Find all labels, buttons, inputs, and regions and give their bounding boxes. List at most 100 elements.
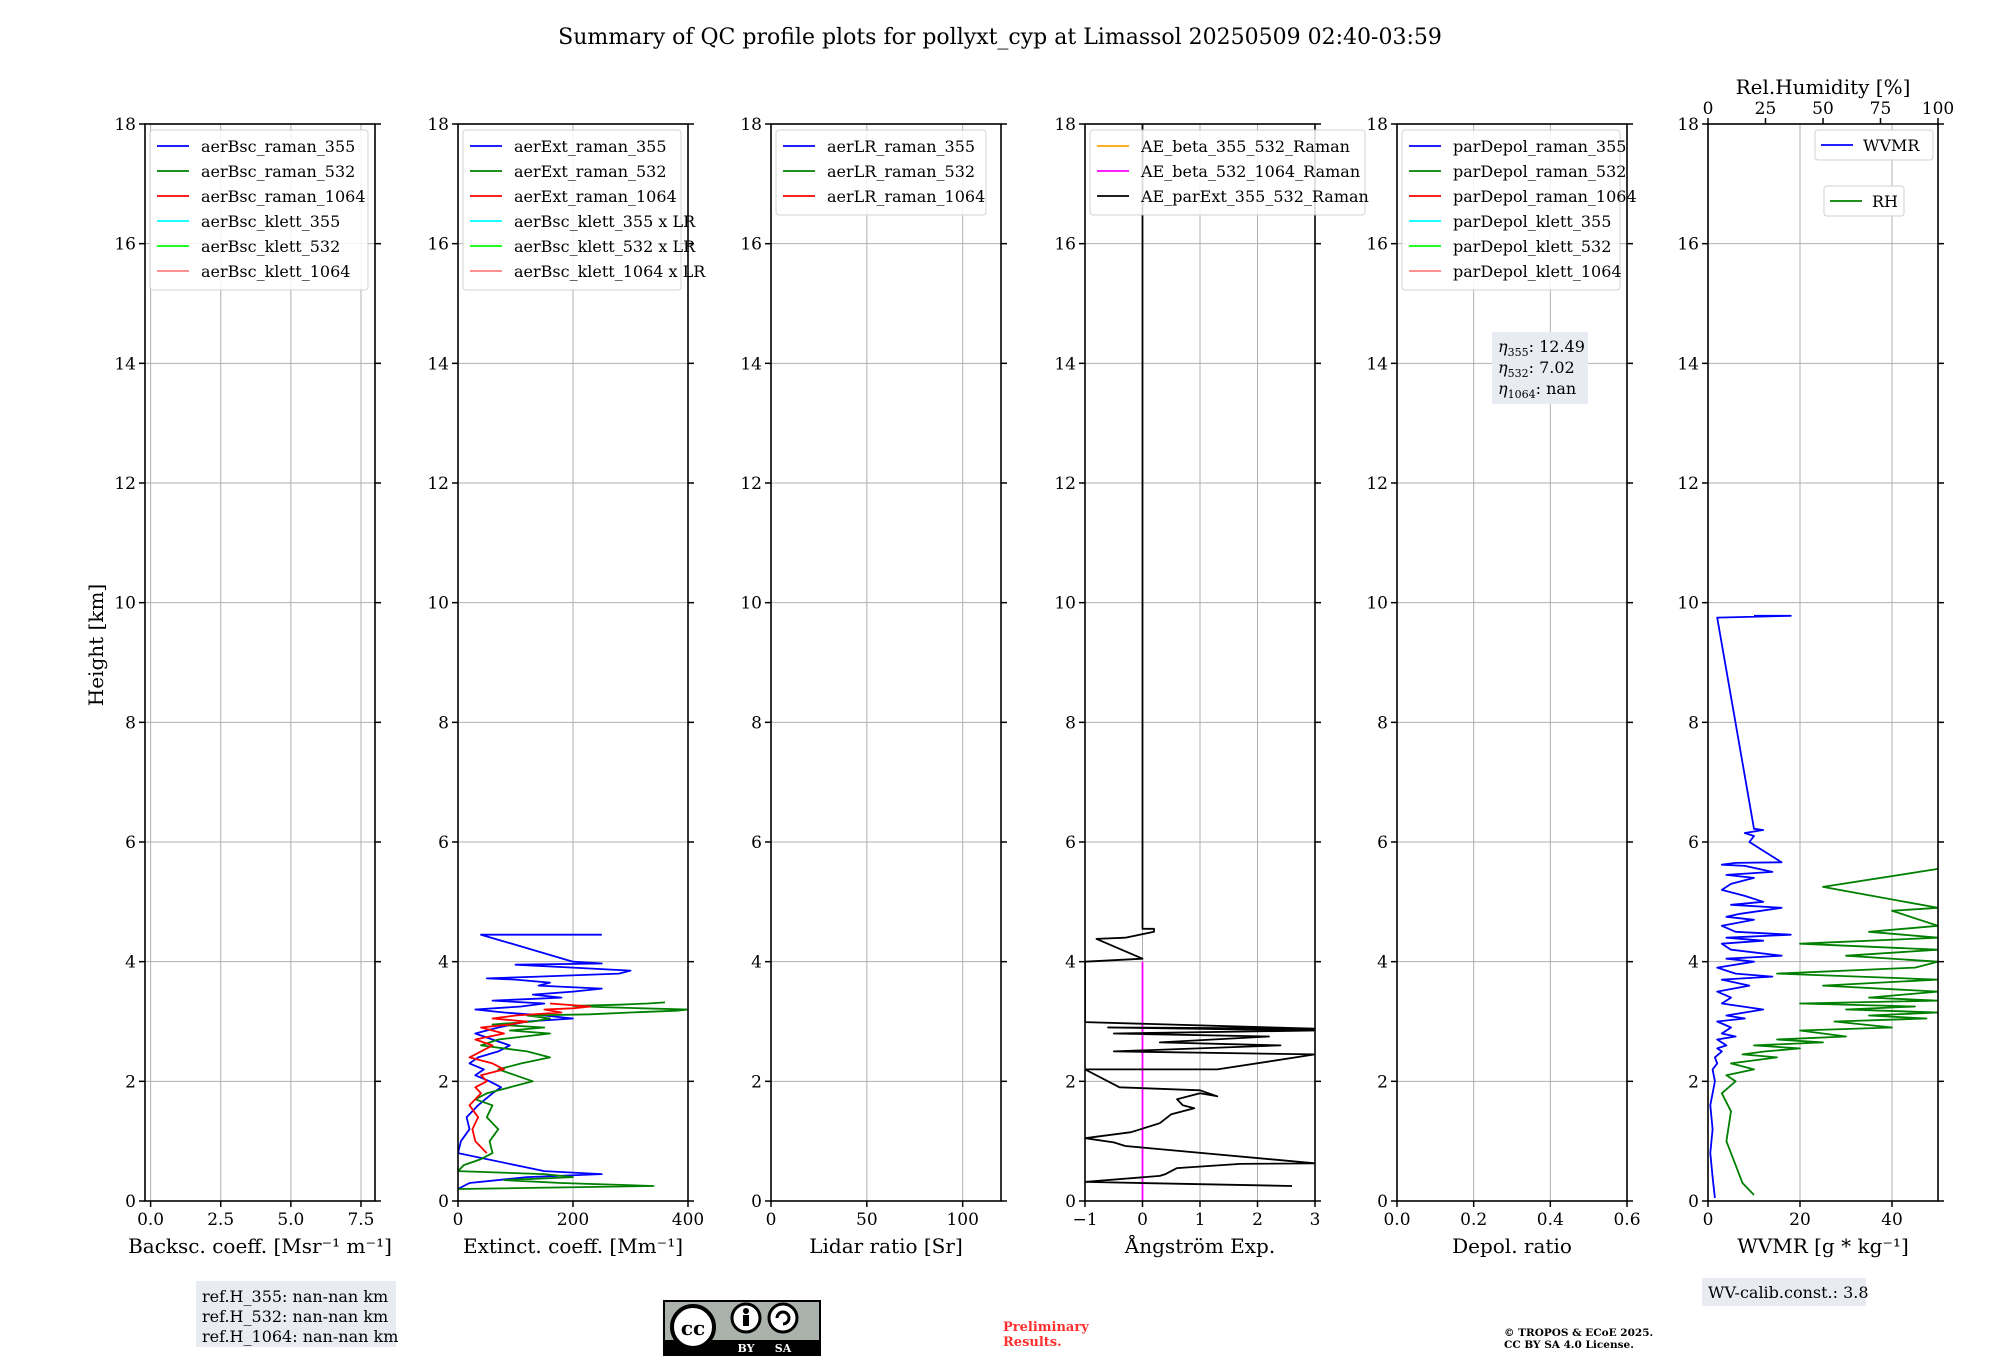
- figure-title: Summary of QC profile plots for pollyxt_…: [558, 25, 1442, 50]
- x-tick-label: 400: [672, 1210, 704, 1230]
- eta-subscript: 1064: [1508, 388, 1536, 401]
- y-tick-label: 12: [427, 474, 449, 494]
- y-tick-label: 2: [438, 1072, 449, 1092]
- legend-label: aerBsc_raman_532: [201, 162, 355, 181]
- y-tick-label: 4: [438, 953, 449, 973]
- legend-label: WVMR: [1863, 136, 1920, 155]
- x-tick-label: 0.0: [1383, 1210, 1410, 1230]
- y-tick-label: 4: [751, 953, 762, 973]
- copyright-line-1: © TROPOS & ECoE 2025.: [1504, 1327, 1653, 1339]
- legend: AE_beta_355_532_Raman AE_beta_532_1064_Ra…: [1089, 129, 1369, 216]
- copyright-line-2: CC BY SA 4.0 License.: [1504, 1339, 1634, 1351]
- legend: parDepol_raman_355 parDepol_raman_532 parD…: [1401, 129, 1637, 291]
- annotation-line: ref.H_532: nan-nan km: [202, 1307, 388, 1326]
- legend-box: [1823, 185, 1905, 217]
- y-tick-label: 0: [1065, 1192, 1076, 1212]
- cc-by-label: BY: [738, 1342, 755, 1355]
- axes-frame: [1396, 123, 1628, 1202]
- top-x-tick-label: 25: [1755, 99, 1777, 119]
- legend: aerBsc_raman_355 aerBsc_raman_532 aerBsc_r…: [149, 129, 369, 291]
- y-tick-label: 6: [438, 833, 449, 853]
- y-tick-label: 6: [1065, 833, 1076, 853]
- x-tick-label: 2: [1252, 1210, 1263, 1230]
- series-group: [1085, 124, 1315, 1201]
- legend-box: [1401, 129, 1621, 291]
- y-tick-label: 18: [1054, 115, 1076, 135]
- x-axis-label: WVMR [g * kg⁻¹]: [1737, 1234, 1909, 1258]
- series-line-aerExt_raman_355: [458, 933, 632, 1190]
- series-line-aerExt_raman_532: [458, 1001, 688, 1190]
- preliminary-line-2: Results.: [1003, 1335, 1062, 1350]
- x-tick-label: 0.2: [1460, 1210, 1487, 1230]
- legend-label: parDepol_klett_1064: [1453, 262, 1622, 281]
- y-tick-label: 10: [740, 594, 762, 614]
- annotation-box: [1702, 1278, 1866, 1306]
- y-tick-label: 14: [1054, 354, 1076, 374]
- y-tick-label: 6: [1377, 833, 1388, 853]
- annotation-box: [1492, 332, 1588, 404]
- y-tick-label: 0: [125, 1192, 136, 1212]
- y-tick-label: 18: [1366, 115, 1388, 135]
- x-tick-label: 0.0: [137, 1210, 164, 1230]
- legend-label: parDepol_raman_355: [1453, 137, 1626, 156]
- legend-label: AE_beta_532_1064_Raman: [1140, 162, 1360, 181]
- y-tick-label: 8: [1065, 713, 1076, 733]
- x-tick-label: 0: [766, 1210, 777, 1230]
- annotation-box: [196, 1281, 396, 1347]
- x-tick-label: 0: [1137, 1210, 1148, 1230]
- x-tick-label: −1: [1072, 1210, 1097, 1230]
- x-axis-label: Extinct. coeff. [Mm⁻¹]: [463, 1234, 683, 1258]
- annotation-line: ref.H_1064: nan-nan km: [202, 1327, 398, 1346]
- legend-label: aerBsc_klett_1064: [201, 262, 350, 281]
- x-tick-label: 0.4: [1537, 1210, 1564, 1230]
- x-axis-label: Lidar ratio [Sr]: [809, 1234, 963, 1258]
- cc-sa-label: SA: [775, 1342, 792, 1355]
- series-line-AE_parExt_355_532_Raman: [1085, 124, 1315, 1187]
- legend-label: aerLR_raman_355: [827, 137, 975, 156]
- legend-label: aerBsc_klett_355 x LR: [514, 212, 696, 231]
- legend-label: aerBsc_klett_1064 x LR: [514, 262, 706, 281]
- y-tick-label: 12: [1054, 474, 1076, 494]
- y-tick-label: 8: [1688, 713, 1699, 733]
- legend-label: aerBsc_raman_355: [201, 137, 355, 156]
- cc-license-badge[interactable]: cc BY SA: [663, 1300, 821, 1356]
- y-tick-label: 0: [1377, 1192, 1388, 1212]
- eta-subscript: 532: [1508, 367, 1529, 380]
- eta-line: η532: 7.02: [1498, 358, 1575, 380]
- x-tick-label: 200: [557, 1210, 589, 1230]
- y-tick-label: 0: [751, 1192, 762, 1212]
- x-axis-label: Backsc. coeff. [Msr⁻¹ m⁻¹]: [128, 1234, 392, 1258]
- legend-label: AE_parExt_355_532_Raman: [1140, 187, 1369, 206]
- y-tick-label: 14: [1677, 354, 1699, 374]
- gridlines: [1707, 123, 1938, 1202]
- eta-line: η1064: nan: [1498, 379, 1576, 401]
- y-tick-label: 18: [427, 115, 449, 135]
- eta-value: : 7.02: [1529, 358, 1575, 377]
- y-tick-label: 16: [427, 235, 449, 255]
- legend-label: RH: [1872, 192, 1898, 211]
- cc-logo-icon: [670, 1304, 716, 1350]
- eta-symbol: η: [1498, 358, 1508, 377]
- legend-box: [1089, 129, 1366, 216]
- x-tick-label: 40: [1881, 1210, 1903, 1230]
- y-tick-label: 4: [125, 953, 136, 973]
- x-axis-label: Ångström Exp.: [1124, 1233, 1275, 1258]
- legend-label: aerLR_raman_1064: [827, 187, 985, 206]
- legend-box: [149, 129, 369, 291]
- y-tick-label: 16: [1054, 235, 1076, 255]
- y-tick-label: 14: [740, 354, 762, 374]
- legend-label: aerBsc_raman_1064: [201, 187, 366, 206]
- y-tick-label: 16: [114, 235, 136, 255]
- y-tick-label: 12: [114, 474, 136, 494]
- y-tick-label: 18: [1677, 115, 1699, 135]
- y-tick-label: 18: [114, 115, 136, 135]
- top-x-tick-label: 50: [1812, 99, 1834, 119]
- y-tick-label: 12: [1677, 474, 1699, 494]
- gridlines: [145, 123, 375, 1202]
- legend-label: parDepol_klett_355: [1453, 212, 1611, 231]
